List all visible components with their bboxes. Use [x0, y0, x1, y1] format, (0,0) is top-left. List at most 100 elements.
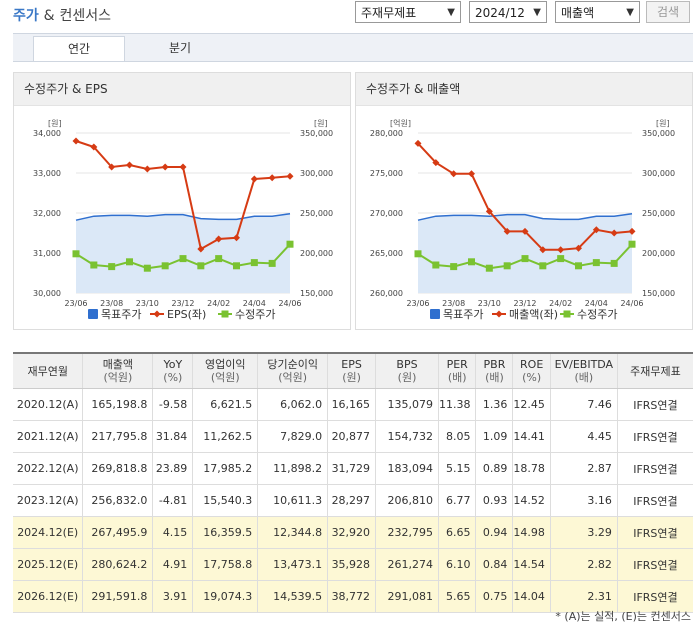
right-tick-label: 300,000 [300, 169, 333, 178]
table-cell: 4.45 [550, 420, 618, 453]
table-cell: 2.87 [550, 452, 618, 485]
left-series-point [197, 245, 205, 253]
price-series-point [503, 262, 511, 270]
table-row: 2023.12(A) 256,832.0 -4.81 15,540.3 10,611.3… [13, 484, 693, 517]
legend-swatch-target [88, 309, 98, 319]
table-cell: 267,495.9 [82, 516, 154, 549]
left-axis-unit: [억원] [390, 118, 411, 128]
legend-label: EPS(좌) [167, 308, 206, 321]
left-tick-label: 32,000 [33, 209, 61, 218]
basis-select[interactable]: 주재무제표 ▼ [355, 1, 461, 23]
table-cell: -9.58 [152, 388, 194, 421]
target-price-line [417, 213, 633, 221]
legend-label: 매출액(좌) [509, 308, 558, 321]
x-tick-label: 23/08 [100, 299, 123, 308]
right-tick-label: 350,000 [300, 129, 333, 138]
right-tick-label: 350,000 [642, 129, 675, 138]
left-series-point [610, 229, 618, 237]
table-cell: 6.77 [438, 484, 477, 517]
table-cell: 13,473.1 [257, 548, 329, 581]
right-tick-label: 300,000 [642, 169, 675, 178]
period-select[interactable]: 2024/12 ▼ [469, 1, 547, 23]
left-tick-label: 260,000 [370, 289, 403, 298]
chart-title: 수정주가 & EPS [14, 73, 350, 106]
x-tick-label: 23/12 [171, 299, 194, 308]
left-series-point [90, 143, 98, 151]
target-price-area [76, 213, 290, 293]
table-cell: 14.98 [512, 516, 551, 549]
table-cell: 38,772 [327, 580, 377, 613]
x-tick-label: 24/06 [278, 299, 301, 308]
table-cell: -4.81 [152, 484, 194, 517]
tab-annual[interactable]: 연간 [33, 36, 125, 61]
table-row: 2022.12(A) 269,818.8 23.89 17,985.2 11,898.2… [13, 452, 693, 485]
table-cell: IFRS연결 [617, 548, 693, 581]
table-cell: 5.65 [438, 580, 477, 613]
page-header: 주가 & 컨센서스 주재무제표 ▼ 2024/12 ▼ 매출액 ▼ 검색 [0, 0, 695, 30]
x-tick-label: 23/06 [64, 299, 87, 308]
table-cell: 5.15 [438, 452, 477, 485]
metric-select[interactable]: 매출액 ▼ [555, 1, 640, 23]
left-series-point [108, 163, 116, 171]
left-tick-label: 265,000 [370, 249, 403, 258]
price-series-point [268, 259, 276, 267]
price-series-point [286, 240, 294, 248]
target-price-area [418, 213, 632, 293]
left-series-point [414, 139, 422, 147]
table-cell: 2.82 [550, 548, 618, 581]
search-button[interactable]: 검색 [646, 1, 690, 23]
price-series-point [450, 263, 458, 271]
right-axis-unit: [원] [314, 119, 328, 128]
table-cell: 2024.12(E) [13, 516, 84, 549]
right-tick-label: 200,000 [300, 249, 333, 258]
x-tick-label: 24/02 [207, 299, 230, 308]
legend-marker-left [495, 310, 503, 318]
table-cell: 14.41 [512, 420, 551, 453]
table-row: 2024.12(E) 267,495.9 4.15 16,359.5 12,344.8 3… [13, 516, 693, 549]
table-cell: IFRS연결 [617, 484, 693, 517]
price-series-point [250, 259, 258, 267]
table-cell: IFRS연결 [617, 420, 693, 453]
legend-swatch-target [430, 309, 440, 319]
tab-quarterly[interactable]: 분기 [168, 41, 192, 55]
left-series-point [268, 174, 276, 182]
legend-marker-price [563, 310, 571, 318]
table-row: 2021.12(A) 217,795.8 31.84 11,262.5 7,829.0 2… [13, 420, 693, 453]
table-cell: 2026.12(E) [13, 580, 84, 613]
left-tick-label: 275,000 [370, 169, 403, 178]
price-series-point [575, 262, 582, 270]
table-cell: 3.91 [152, 580, 194, 613]
table-cell: 3.29 [550, 516, 618, 549]
price-series-point [539, 262, 547, 270]
x-tick-label: 23/10 [136, 299, 159, 308]
price-series-point [557, 255, 565, 263]
price-series-point [72, 250, 80, 258]
chevron-down-icon: ▼ [447, 7, 455, 18]
left-series-point [233, 234, 240, 242]
table-cell: 23.89 [152, 452, 194, 485]
table-cell: 11,898.2 [257, 452, 329, 485]
table-row: 2026.12(E) 291,591.8 3.91 19,074.3 14,539.5 3… [13, 580, 693, 613]
left-series-point [286, 172, 294, 180]
price-series-point [90, 261, 98, 269]
period-tabs: 연간 분기 [13, 33, 693, 62]
left-series-point [539, 246, 547, 254]
left-series-point [575, 244, 582, 252]
table-cell: 7,829.0 [257, 420, 329, 453]
table-cell: IFRS연결 [617, 452, 693, 485]
right-tick-label: 150,000 [300, 289, 333, 298]
table-row: 2025.12(E) 280,624.2 4.91 17,758.8 13,473.1 3… [13, 548, 693, 581]
table-cell: IFRS연결 [617, 580, 693, 613]
column-header: 매출액 (억원) [82, 352, 154, 389]
left-tick-label: 270,000 [370, 209, 403, 218]
column-header: PER (배) [438, 352, 477, 389]
x-tick-label: 23/12 [513, 299, 536, 308]
left-tick-label: 30,000 [33, 289, 61, 298]
table-cell: 0.89 [475, 452, 514, 485]
table-cell: 31,729 [327, 452, 377, 485]
left-tick-label: 31,000 [33, 249, 61, 258]
left-series-point [215, 235, 223, 243]
table-cell: 269,818.8 [82, 452, 154, 485]
x-tick-label: 24/06 [620, 299, 643, 308]
right-tick-label: 150,000 [642, 289, 675, 298]
